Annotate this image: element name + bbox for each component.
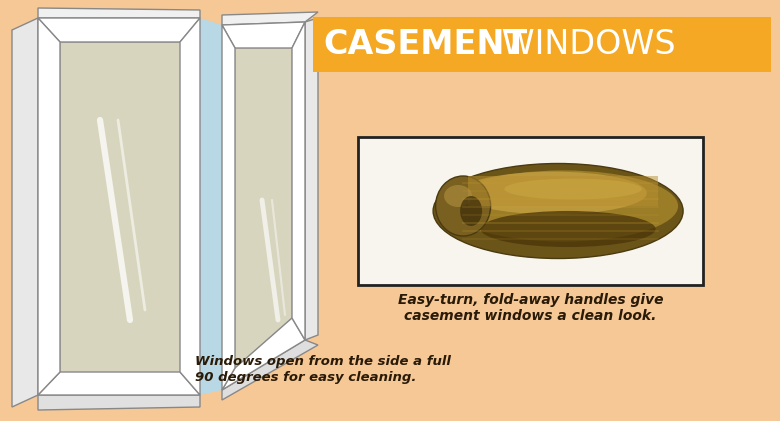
Polygon shape (180, 18, 200, 395)
Polygon shape (38, 395, 200, 410)
Polygon shape (12, 18, 38, 407)
Text: Windows open from the side a full: Windows open from the side a full (195, 355, 451, 368)
Polygon shape (222, 12, 318, 25)
Text: casement windows a clean look.: casement windows a clean look. (404, 309, 657, 323)
Ellipse shape (505, 179, 642, 200)
Ellipse shape (480, 211, 656, 247)
Ellipse shape (460, 196, 482, 226)
Polygon shape (235, 48, 292, 368)
Polygon shape (38, 18, 60, 395)
Polygon shape (305, 18, 318, 340)
Ellipse shape (448, 171, 678, 242)
Text: CASEMENT: CASEMENT (323, 28, 527, 61)
Polygon shape (292, 22, 305, 340)
Ellipse shape (435, 176, 491, 236)
Polygon shape (60, 42, 180, 372)
Ellipse shape (459, 172, 647, 214)
Polygon shape (222, 25, 235, 390)
Bar (358, 137, 703, 285)
Bar (358, 137, 703, 285)
Ellipse shape (444, 185, 472, 207)
Polygon shape (200, 18, 222, 395)
Polygon shape (38, 8, 200, 18)
Ellipse shape (433, 163, 683, 258)
Text: WINDOWS: WINDOWS (491, 28, 675, 61)
Polygon shape (222, 22, 305, 48)
Polygon shape (222, 318, 305, 390)
Polygon shape (38, 18, 200, 42)
Polygon shape (222, 340, 318, 400)
Polygon shape (38, 372, 200, 395)
Text: Easy-turn, fold-away handles give: Easy-turn, fold-away handles give (398, 293, 663, 307)
Polygon shape (468, 176, 658, 206)
Text: 90 degrees for easy cleaning.: 90 degrees for easy cleaning. (195, 371, 417, 384)
Bar (313, 17, 771, 72)
